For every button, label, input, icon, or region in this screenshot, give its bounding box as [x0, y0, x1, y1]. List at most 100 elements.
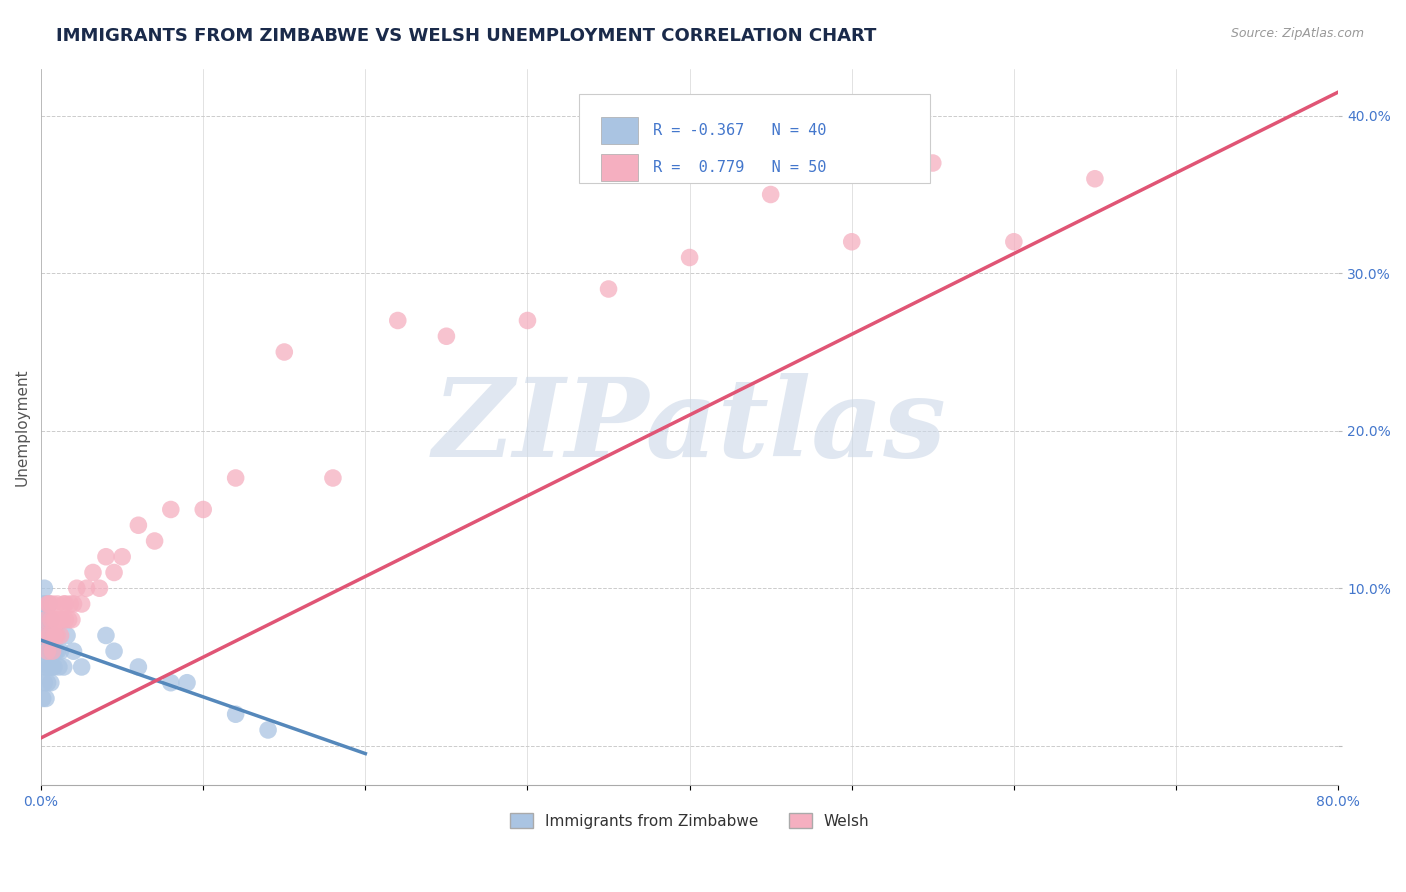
Point: [37, 597, 59, 611]
Point: [62, 597, 84, 611]
Point: [1084, 171, 1107, 186]
Point: [70, 597, 93, 611]
Text: ZIPatlas: ZIPatlas: [433, 373, 946, 481]
Point: [46, 644, 69, 658]
Point: [159, 502, 181, 516]
Point: [42, 628, 65, 642]
Point: [127, 518, 149, 533]
Point: [273, 345, 295, 359]
Point: [193, 502, 215, 516]
Point: [55, 597, 77, 611]
Point: [55, 613, 77, 627]
Point: [225, 471, 247, 485]
FancyBboxPatch shape: [579, 94, 929, 183]
Point: [45, 644, 67, 658]
Point: [598, 282, 620, 296]
Point: [39, 675, 62, 690]
Point: [257, 723, 280, 737]
Point: [51, 613, 73, 627]
Point: [49, 644, 72, 658]
Point: [34, 628, 56, 642]
Point: [143, 533, 166, 548]
Point: [94, 628, 117, 642]
Point: [39, 613, 62, 627]
Point: [225, 707, 247, 722]
Point: [38, 660, 60, 674]
Point: [516, 313, 538, 327]
Point: [42, 628, 65, 642]
Legend: Immigrants from Zimbabwe, Welsh: Immigrants from Zimbabwe, Welsh: [503, 806, 876, 835]
Text: IMMIGRANTS FROM ZIMBABWE VS WELSH UNEMPLOYMENT CORRELATION CHART: IMMIGRANTS FROM ZIMBABWE VS WELSH UNEMPL…: [56, 27, 876, 45]
Point: [58, 613, 80, 627]
Point: [59, 597, 82, 611]
Point: [37, 675, 59, 690]
Point: [678, 251, 700, 265]
Point: [176, 675, 198, 690]
Point: [46, 628, 69, 642]
Point: [70, 660, 93, 674]
Point: [35, 613, 58, 627]
Point: [111, 549, 134, 564]
Text: R = -0.367   N = 40: R = -0.367 N = 40: [654, 122, 827, 137]
Point: [42, 660, 65, 674]
Point: [31, 660, 53, 674]
Point: [38, 628, 60, 642]
Point: [46, 597, 69, 611]
Point: [31, 597, 53, 611]
Point: [60, 613, 83, 627]
Point: [45, 628, 67, 642]
Point: [436, 329, 458, 343]
Point: [322, 471, 344, 485]
Point: [39, 613, 62, 627]
Point: [41, 644, 63, 658]
Point: [34, 581, 56, 595]
Point: [34, 675, 56, 690]
Point: [52, 597, 75, 611]
Point: [35, 597, 58, 611]
Point: [42, 613, 65, 627]
Point: [35, 660, 58, 674]
Point: [48, 613, 70, 627]
Point: [841, 235, 863, 249]
Bar: [602, 117, 638, 144]
Point: [94, 549, 117, 564]
Point: [38, 597, 60, 611]
Y-axis label: Unemployment: Unemployment: [15, 368, 30, 485]
Point: [52, 660, 75, 674]
Point: [759, 187, 782, 202]
Point: [34, 644, 56, 658]
Point: [56, 628, 79, 642]
Point: [35, 628, 58, 642]
Point: [1002, 235, 1025, 249]
Point: [37, 613, 59, 627]
Text: R =  0.779   N = 50: R = 0.779 N = 50: [654, 160, 827, 175]
Point: [127, 660, 149, 674]
Point: [35, 691, 58, 706]
Point: [49, 628, 72, 642]
Point: [103, 566, 125, 580]
Point: [921, 156, 943, 170]
Point: [89, 581, 111, 595]
Point: [41, 597, 63, 611]
Point: [103, 644, 125, 658]
Point: [76, 581, 98, 595]
Text: Source: ZipAtlas.com: Source: ZipAtlas.com: [1230, 27, 1364, 40]
Point: [38, 597, 60, 611]
Point: [41, 660, 63, 674]
Point: [31, 691, 53, 706]
Point: [31, 628, 53, 642]
Point: [48, 660, 70, 674]
Point: [387, 313, 409, 327]
Point: [159, 675, 181, 690]
Point: [82, 566, 104, 580]
Point: [62, 644, 84, 658]
Bar: [602, 153, 638, 181]
Point: [38, 628, 60, 642]
Point: [37, 644, 59, 658]
Point: [41, 628, 63, 642]
Point: [39, 644, 62, 658]
Point: [37, 644, 59, 658]
Point: [34, 613, 56, 627]
Point: [45, 613, 67, 627]
Point: [66, 581, 89, 595]
